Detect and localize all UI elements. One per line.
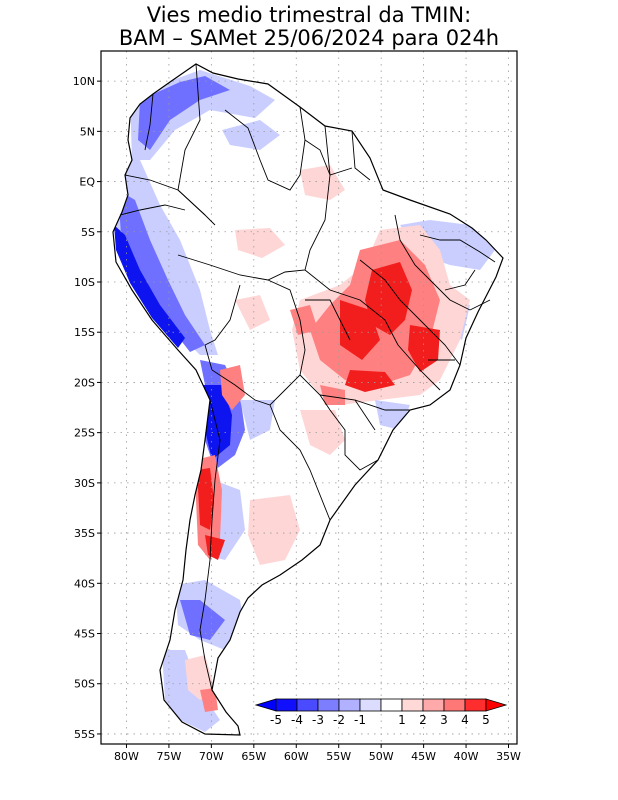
country-border [224,109,306,191]
colorbar-swatch [401,698,424,712]
lat-tick-label: 10S [74,276,95,289]
map-title-line-2: BAM – SAMet 25/06/2024 para 024h [118,26,500,50]
bias-area [365,262,412,335]
lat-lon-grid [101,51,517,744]
colorbar-label: -5 [270,713,282,727]
country-border [177,174,331,281]
country-border [299,106,331,176]
plot-background [101,51,517,744]
colorbar-swatch [464,698,487,712]
bias-area [235,228,285,258]
lon-tick-label: 40W [454,750,479,763]
country-border [199,399,221,691]
country-border [144,93,154,151]
country-border [351,130,371,181]
lat-tick-label: 25S [74,427,95,440]
colorbar-swatch [422,698,445,712]
bias-area [185,655,215,700]
lon-tick-label: 65W [241,750,266,763]
colorbar-label: 5 [482,713,490,727]
bias-area [220,365,245,410]
colorbar-label: -2 [333,713,345,727]
lon-tick-label: 70W [199,750,224,763]
country-border [354,399,410,411]
country-border [359,259,461,366]
lat-tick-label: 15S [74,326,95,339]
colorbar-label: 2 [419,713,427,727]
lon-tick-label: 35W [496,750,521,763]
colorbar-label: -4 [291,713,303,727]
lat-tick-label: 20S [74,376,95,389]
lat-tick-label: 55S [74,728,95,741]
map-title-line-1: Vies medio trimestral da TMIN: [146,3,472,27]
lat-tick-label: EQ [79,176,95,189]
bias-area [340,300,380,360]
bias-area [180,600,225,640]
colorbar-swatch [317,698,340,712]
colorbar-label: -1 [354,713,366,727]
colorbar: -5 -4 -3 -2 -1 1 2 3 4 5 [254,698,508,727]
country-border [204,284,241,346]
country-border [397,344,441,391]
colorbar-label: 1 [398,713,406,727]
country-border [305,299,351,341]
lat-tick-label: 5N [80,125,95,138]
longitude-ticks: 80W 75W 70W 65W 60W 55W 50W 45W 40W 35W [114,744,521,763]
lat-tick-label: 30S [74,477,95,490]
country-borders [119,63,496,691]
bias-area [114,225,185,348]
latitude-ticks: 10N 5N EQ 5S 10S 15S 20S 25S 30S 35S 40S 45S 50S 55S [73,75,101,741]
plot-frame [100,50,518,745]
country-border [394,214,471,311]
lat-tick-label: 45S [74,628,95,641]
colorbar-over-arrow [485,698,508,712]
colorbar-label: -3 [312,713,324,727]
country-border [419,234,496,263]
country-border [444,269,476,291]
lon-tick-label: 75W [156,750,181,763]
lon-tick-label: 45W [411,750,436,763]
bias-area [290,305,318,335]
bias-area [235,295,270,330]
lon-tick-label: 80W [114,750,139,763]
bias-area [240,400,275,440]
country-border [329,409,379,471]
lon-tick-label: 50W [369,750,394,763]
lat-tick-label: 35S [74,527,95,540]
bias-area [116,150,218,355]
lat-tick-label: 10N [73,75,95,88]
lat-tick-label: 40S [74,577,95,590]
country-border [269,404,331,521]
colorbar-swatch [359,698,382,712]
bias-area [200,688,218,712]
country-border [119,204,186,216]
country-border [124,174,216,226]
country-border [469,299,491,311]
lon-tick-label: 55W [326,750,351,763]
country-border [304,269,399,346]
colorbar-label: 4 [461,713,469,727]
bias-area [197,468,214,530]
bias-area [118,190,205,352]
lat-tick-label: 50S [74,678,95,691]
country-border [204,344,301,406]
colorbar-swatch [338,698,361,712]
colorbar-swatch [443,698,466,712]
coastline [112,63,504,736]
lon-tick-label: 60W [284,750,309,763]
country-border [319,394,376,431]
colorbar-label: 3 [440,713,448,727]
colorbar-swatch [275,698,298,712]
bias-area [345,370,395,392]
country-border [267,279,306,376]
colorbar-swatch [296,698,319,712]
colorbar-swatch [380,698,403,712]
lat-tick-label: 5S [81,226,95,239]
bias-area [248,495,300,565]
